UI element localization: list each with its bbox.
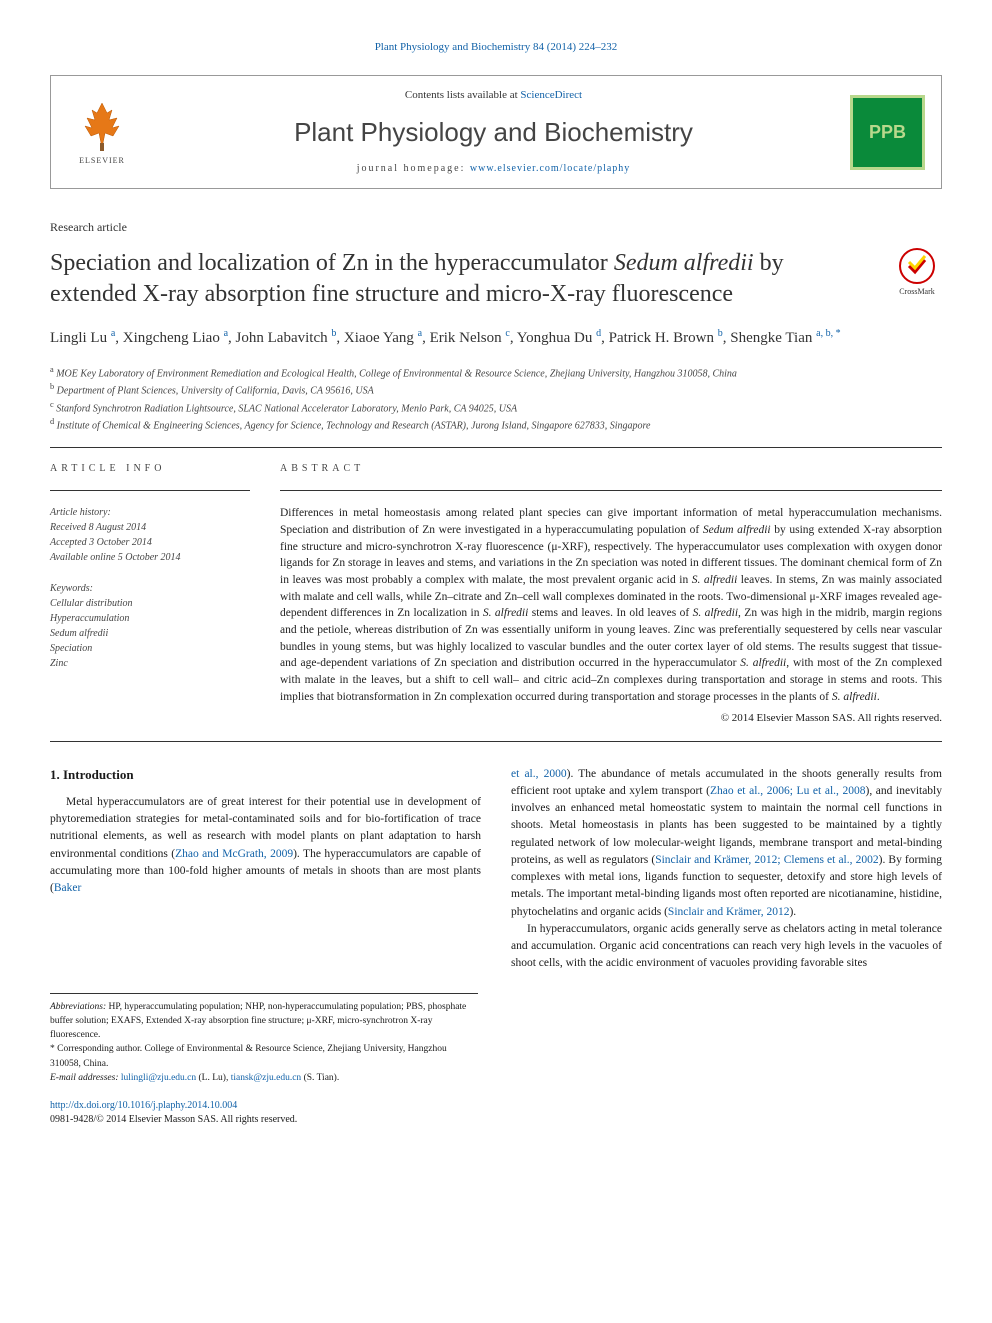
abstract: ABSTRACT Differences in metal homeostasi…: [280, 462, 942, 726]
authors: Lingli Lu a, Xingcheng Liao a, John Laba…: [50, 326, 942, 350]
intro-para-1: Metal hyperaccumulators are of great int…: [50, 794, 481, 898]
homepage-label: journal homepage:: [357, 163, 470, 174]
article-info-label: ARTICLE INFO: [50, 462, 250, 476]
abstract-copyright: © 2014 Elsevier Masson SAS. All rights r…: [280, 711, 942, 726]
keyword-item: Sedum alfredii: [50, 626, 250, 641]
intro-para-2: In hyperaccumulators, organic acids gene…: [511, 921, 942, 973]
column-right: et al., 2000). The abundance of metals a…: [511, 766, 942, 973]
ppb-logo: PPB: [850, 95, 925, 170]
homepage-line: journal homepage: www.elsevier.com/locat…: [137, 162, 850, 176]
history-online: Available online 5 October 2014: [50, 550, 250, 565]
keyword-item: Cellular distribution: [50, 596, 250, 611]
header-center: Contents lists available at ScienceDirec…: [137, 88, 850, 176]
history-received: Received 8 August 2014: [50, 520, 250, 535]
crossmark-label: CrossMark: [899, 286, 935, 297]
keyword-item: Hyperaccumulation: [50, 611, 250, 626]
elsevier-logo: ELSEVIER: [67, 92, 137, 172]
divider: [50, 490, 250, 491]
footnotes: Abbreviations: HP, hyperaccumulating pop…: [50, 993, 478, 1086]
elsevier-tree-icon: [77, 98, 127, 153]
title-part-1: Speciation and localization of Zn in the…: [50, 250, 614, 276]
abstract-text: Differences in metal homeostasis among r…: [280, 505, 942, 705]
keywords-label: Keywords:: [50, 581, 250, 596]
column-left: 1. Introduction Metal hyperaccumulators …: [50, 766, 481, 973]
abstract-label: ABSTRACT: [280, 462, 942, 476]
crossmark-icon: [899, 248, 935, 284]
email-name-1: (L. Lu),: [196, 1073, 231, 1083]
journal-citation-link[interactable]: Plant Physiology and Biochemistry 84 (20…: [375, 41, 618, 53]
article-type: Research article: [50, 219, 942, 236]
intro-para-1-cont: et al., 2000). The abundance of metals a…: [511, 766, 942, 921]
intro-heading: 1. Introduction: [50, 766, 481, 784]
abbrev-label: Abbreviations:: [50, 1002, 106, 1012]
affiliation-d: d Institute of Chemical & Engineering Sc…: [50, 416, 942, 433]
keyword-item: Zinc: [50, 656, 250, 671]
abbrev-text: HP, hyperaccumulating population; NHP, n…: [50, 1002, 466, 1041]
abbreviations: Abbreviations: HP, hyperaccumulating pop…: [50, 1000, 478, 1043]
article-info: ARTICLE INFO Article history: Received 8…: [50, 462, 250, 726]
affiliation-a: a MOE Key Laboratory of Environment Reme…: [50, 364, 942, 381]
contents-text: Contents lists available at: [405, 89, 520, 101]
article-title: Speciation and localization of Zn in the…: [50, 248, 872, 310]
corresponding-author: * Corresponding author. College of Envir…: [50, 1042, 478, 1071]
divider: [50, 447, 942, 448]
divider: [50, 741, 942, 742]
affiliation-c: c Stanford Synchrotron Radiation Lightso…: [50, 399, 942, 416]
history-label: Article history:: [50, 505, 250, 520]
email-link-2[interactable]: tiansk@zju.edu.cn: [231, 1073, 301, 1083]
journal-name: Plant Physiology and Biochemistry: [137, 114, 850, 150]
doi-block: http://dx.doi.org/10.1016/j.plaphy.2014.…: [50, 1099, 942, 1127]
divider: [280, 490, 942, 491]
doi-link[interactable]: http://dx.doi.org/10.1016/j.plaphy.2014.…: [50, 1100, 237, 1111]
email-label: E-mail addresses:: [50, 1073, 121, 1083]
affiliation-b: b Department of Plant Sciences, Universi…: [50, 381, 942, 398]
corr-label: * Corresponding author.: [50, 1044, 144, 1054]
keywords: Keywords: Cellular distribution Hyperacc…: [50, 581, 250, 671]
keyword-item: Speciation: [50, 641, 250, 656]
journal-header: ELSEVIER Contents lists available at Sci…: [50, 75, 942, 189]
email-name-2: (S. Tian).: [301, 1073, 339, 1083]
email-addresses: E-mail addresses: lulingli@zju.edu.cn (L…: [50, 1071, 478, 1085]
ppb-label: PPB: [869, 120, 906, 145]
issn-copyright: 0981-9428/© 2014 Elsevier Masson SAS. Al…: [50, 1114, 297, 1125]
contents-line: Contents lists available at ScienceDirec…: [137, 88, 850, 103]
elsevier-label: ELSEVIER: [79, 155, 125, 166]
body-columns: 1. Introduction Metal hyperaccumulators …: [50, 766, 942, 973]
affiliations: a MOE Key Laboratory of Environment Reme…: [50, 364, 942, 433]
crossmark-badge[interactable]: CrossMark: [892, 248, 942, 298]
sciencedirect-link[interactable]: ScienceDirect: [520, 89, 582, 101]
homepage-link[interactable]: www.elsevier.com/locate/plaphy: [470, 163, 630, 174]
email-link-1[interactable]: lulingli@zju.edu.cn: [121, 1073, 196, 1083]
history-accepted: Accepted 3 October 2014: [50, 535, 250, 550]
article-history: Article history: Received 8 August 2014 …: [50, 505, 250, 565]
title-species: Sedum alfredii: [614, 250, 754, 276]
journal-citation: Plant Physiology and Biochemistry 84 (20…: [50, 40, 942, 55]
